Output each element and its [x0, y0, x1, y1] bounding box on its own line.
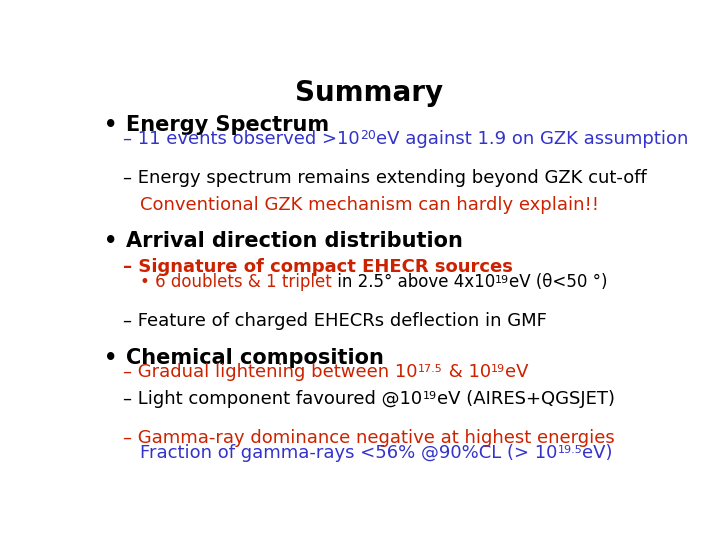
Text: Chemical composition: Chemical composition	[126, 348, 384, 368]
Text: & 10: & 10	[443, 363, 491, 381]
Text: in 2.5° above 4x10: in 2.5° above 4x10	[332, 273, 495, 291]
Text: 19.5: 19.5	[557, 446, 582, 455]
Text: 20: 20	[360, 129, 376, 142]
Text: eV against 1.9 on GZK assumption: eV against 1.9 on GZK assumption	[376, 130, 688, 148]
Text: eV (AIRES+QGSJET): eV (AIRES+QGSJET)	[437, 390, 615, 408]
Text: – Energy spectrum remains extending beyond GZK cut-off: – Energy spectrum remains extending beyo…	[124, 168, 647, 187]
Text: •: •	[104, 231, 117, 251]
Text: – Feature of charged EHECRs deflection in GMF: – Feature of charged EHECRs deflection i…	[124, 312, 547, 330]
Text: – 11 events observed >10: – 11 events observed >10	[124, 130, 360, 148]
Text: •: •	[104, 114, 117, 134]
Text: eV (θ<50 °): eV (θ<50 °)	[509, 273, 608, 291]
Text: eV): eV)	[582, 444, 613, 462]
Text: Conventional GZK mechanism can hardly explain!!: Conventional GZK mechanism can hardly ex…	[140, 196, 599, 214]
Text: • 6 doublets & 1 triplet: • 6 doublets & 1 triplet	[140, 273, 332, 291]
Text: Arrival direction distribution: Arrival direction distribution	[126, 231, 463, 251]
Text: Summary: Summary	[295, 79, 443, 107]
Text: – Light component favoured @10: – Light component favoured @10	[124, 390, 423, 408]
Text: 17.5: 17.5	[418, 364, 443, 374]
Text: Fraction of gamma-rays <56% @90%CL (> 10: Fraction of gamma-rays <56% @90%CL (> 10	[140, 444, 557, 462]
Text: – Gradual lightening between 10: – Gradual lightening between 10	[124, 363, 418, 381]
Text: 19: 19	[423, 392, 437, 401]
Text: eV: eV	[505, 363, 528, 381]
Text: Energy Spectrum: Energy Spectrum	[126, 114, 329, 134]
Text: – Signature of compact EHECR sources: – Signature of compact EHECR sources	[124, 258, 513, 276]
Text: 19: 19	[495, 275, 509, 285]
Text: •: •	[104, 348, 117, 368]
Text: 19: 19	[491, 364, 505, 374]
Text: – Gamma-ray dominance negative at highest energies: – Gamma-ray dominance negative at highes…	[124, 429, 615, 447]
